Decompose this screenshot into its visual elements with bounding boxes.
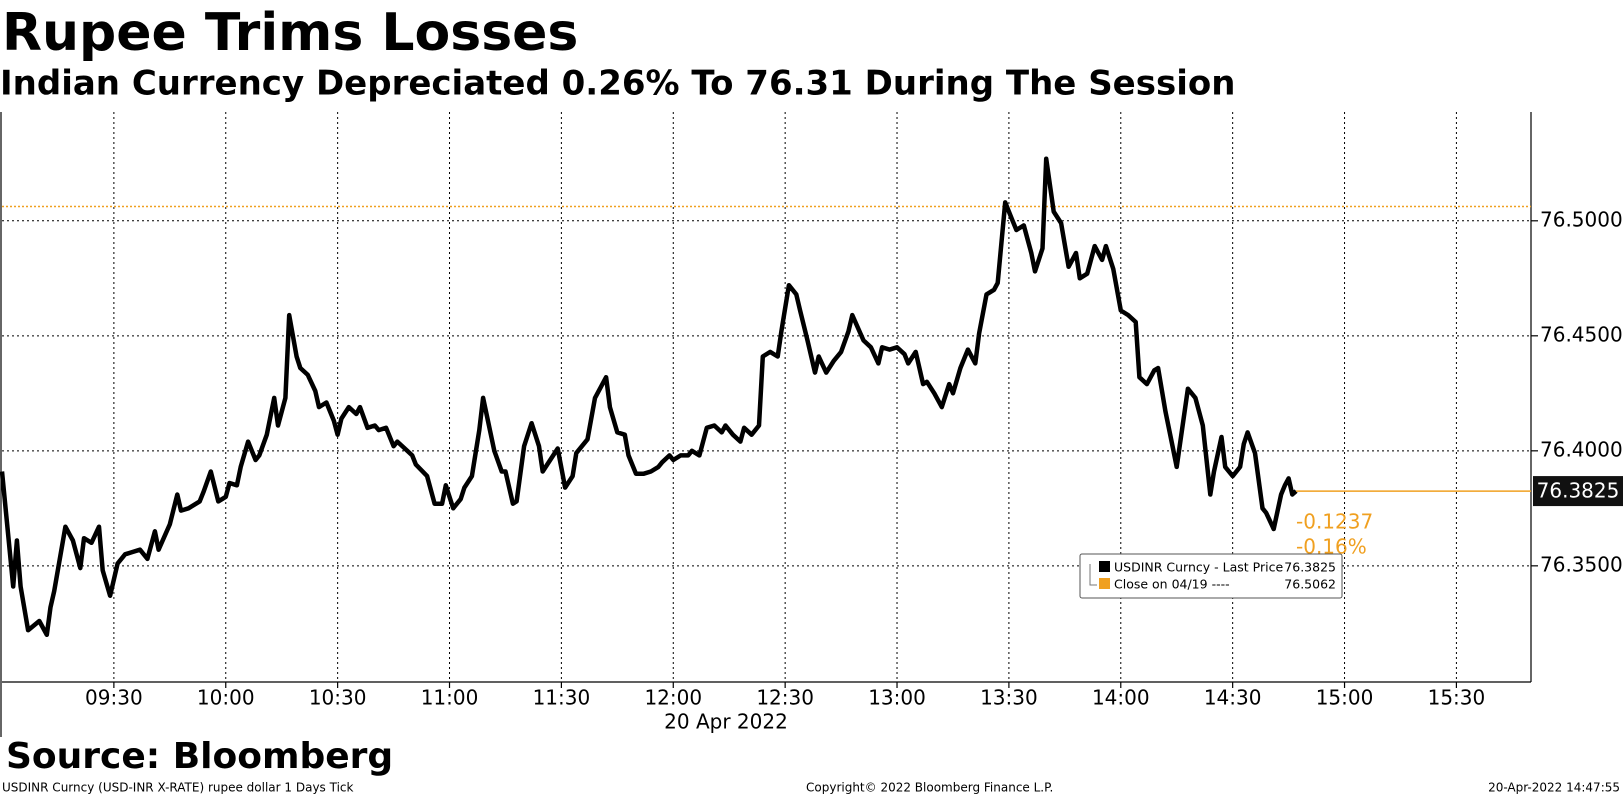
source: Source: Bloomberg [6,736,393,777]
footer-center: Copyright© 2022 Bloomberg Finance L.P. [806,781,1053,795]
price-line [0,156,1298,638]
x-tick-label: 09:30 [85,686,143,710]
x-tick-label: 12:30 [756,686,814,710]
legend-label: USDINR Curncy - Last Price [1114,560,1283,575]
footer-left: USDINR Curncy (USD-INR X-RATE) rupee dol… [2,781,354,795]
footer-right: 20-Apr-2022 14:47:55 [1488,781,1620,795]
y-tick-label: 76.3500 [1540,552,1623,576]
legend-swatch [1099,561,1110,572]
x-tick-label: 14:00 [1092,686,1150,710]
y-tick-label: 76.4500 [1540,322,1623,346]
change-label: -0.1237 [1296,510,1373,534]
chart-title: Rupee Trims Losses [2,3,578,63]
legend-value: 76.5062 [1284,577,1336,592]
legend-value: 76.3825 [1284,560,1336,575]
y-tick-label: 76.5000 [1540,207,1623,231]
chart-subtitle: Indian Currency Depreciated 0.26% To 76.… [0,64,1235,104]
x-tick-label: 13:00 [868,686,926,710]
x-tick-label: 14:30 [1204,686,1262,710]
last-price-label: 76.3825 [1537,479,1620,503]
x-tick-label: 11:30 [533,686,591,710]
x-tick-label: 10:30 [309,686,367,710]
x-tick-label: 10:00 [197,686,255,710]
x-axis-label: 20 Apr 2022 [664,710,788,734]
legend-label: Close on 04/19 ---- [1114,577,1230,592]
legend-swatch [1099,578,1110,589]
x-tick-label: 13:30 [980,686,1038,710]
x-tick-label: 15:00 [1316,686,1374,710]
x-tick-label: 12:00 [644,686,702,710]
legend-box [1079,553,1343,599]
x-tick-label: 11:00 [421,686,479,710]
last-price-tag [1533,476,1623,507]
x-tick-label: 15:30 [1428,686,1486,710]
legend-bracket [1089,564,1097,586]
y-tick-label: 76.4000 [1540,437,1623,461]
